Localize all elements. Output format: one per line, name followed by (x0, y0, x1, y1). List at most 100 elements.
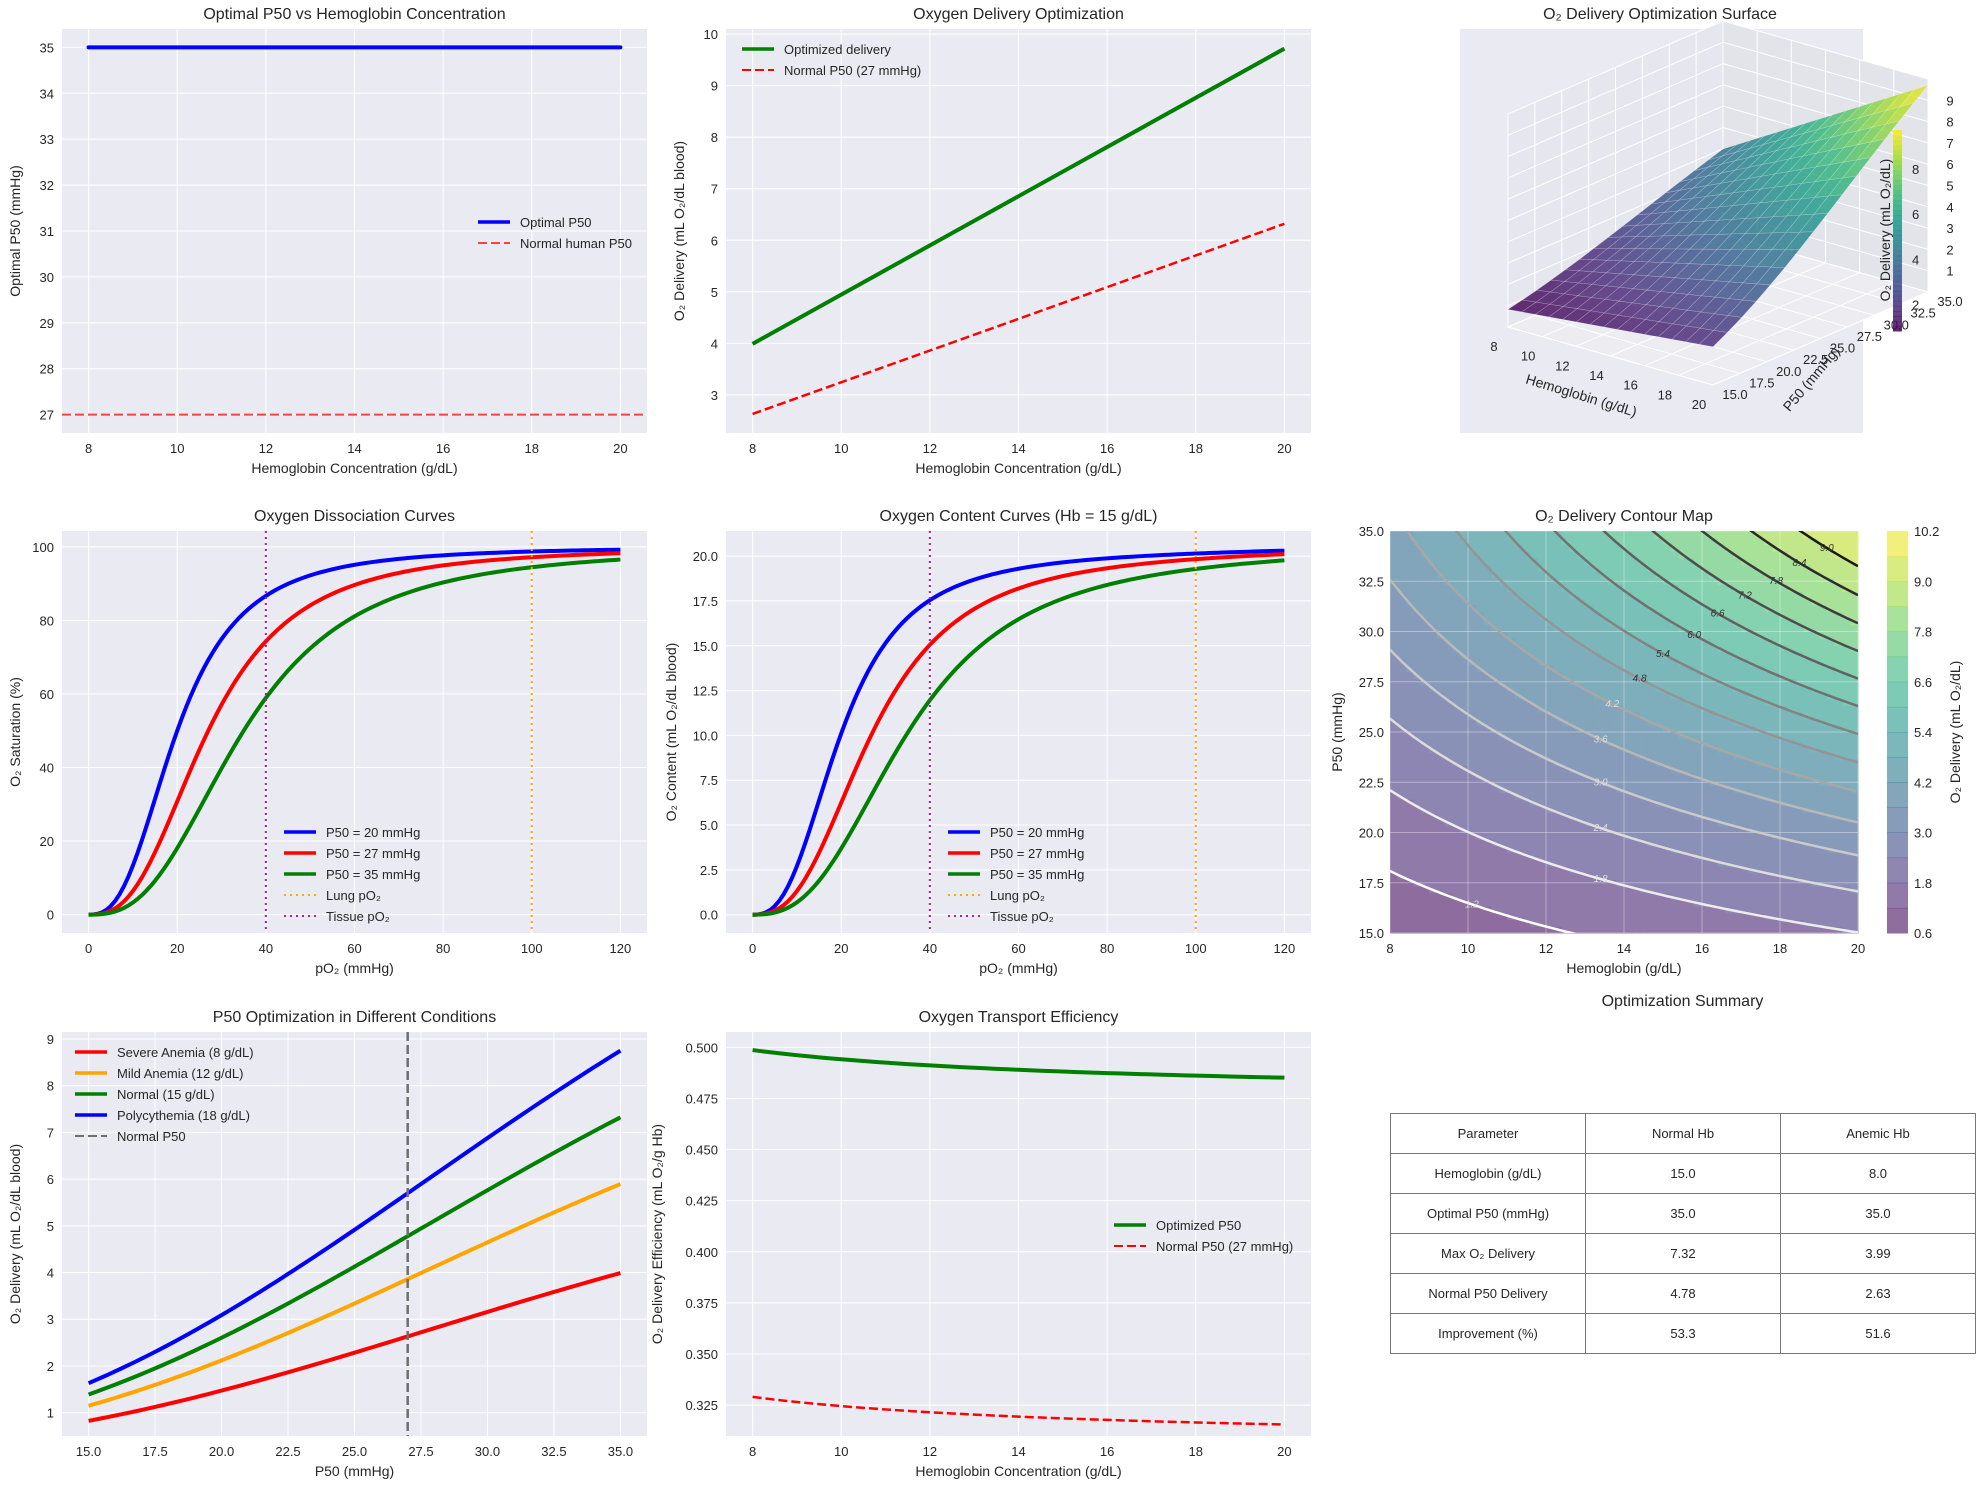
contour-cell (1725, 899, 1734, 907)
contour-cell (1686, 859, 1695, 867)
plot-marks (88, 531, 621, 933)
contour-cell (1709, 604, 1719, 612)
contour-cell (1390, 551, 1399, 559)
contour-cell (1538, 577, 1547, 586)
contour-cell (1670, 812, 1680, 820)
contour-cell (1819, 886, 1828, 894)
contour-cell (1647, 564, 1656, 572)
contour-cell (1811, 872, 1820, 880)
contour-cell (1561, 926, 1570, 934)
contour-cell (1460, 611, 1469, 619)
contour-cell (1522, 537, 1531, 545)
contour-cell (1795, 765, 1804, 773)
contour-cell (1787, 718, 1797, 726)
contour-cell (1655, 691, 1664, 700)
contour-cell (1725, 551, 1734, 559)
contour-cell (1702, 778, 1711, 787)
contour-cell (1709, 892, 1719, 901)
contour-cell (1483, 912, 1492, 921)
contour-cell (1678, 738, 1687, 746)
contour-cell (1553, 604, 1563, 612)
contour-cell (1764, 778, 1773, 787)
contour-line (1390, 578, 1858, 824)
contour-cell (1561, 745, 1570, 753)
contour-cell (1647, 819, 1656, 827)
contour-cell (1803, 631, 1812, 639)
contour-cell (1834, 732, 1843, 740)
contour-cell (1592, 598, 1602, 606)
contour-cell (1522, 711, 1531, 720)
contour-cell (1733, 544, 1742, 552)
contour-cell (1405, 926, 1414, 934)
contour-cell (1678, 886, 1687, 894)
contour-cell (1600, 611, 1609, 619)
contour-cell (1663, 564, 1672, 572)
contour-cell (1834, 705, 1843, 713)
contour-cell (1421, 872, 1430, 880)
contour-cell (1444, 658, 1453, 666)
contour-cell (1600, 665, 1609, 673)
y-axis-label: O₂ Delivery (mL O₂/dL blood) (7, 1144, 23, 1324)
contour-cell (1850, 879, 1859, 887)
contour-cell (1507, 591, 1516, 599)
contour-cell (1429, 711, 1438, 720)
contour-line (1390, 869, 1577, 933)
contour-cell (1405, 577, 1414, 586)
colorbar-segment (1893, 255, 1902, 262)
contour-cell (1694, 879, 1703, 887)
contour-cell (1819, 551, 1828, 559)
contour-cell (1616, 544, 1625, 552)
contour-cell (1780, 698, 1789, 706)
contour-cell (1436, 557, 1446, 566)
contour-cell (1678, 899, 1687, 907)
contour-cell (1413, 778, 1422, 787)
contour-cell (1686, 738, 1695, 746)
contour-cell (1780, 879, 1789, 887)
contour-cell (1577, 644, 1586, 653)
table-cell: Normal P50 Delivery (1390, 1273, 1586, 1314)
contour-cell (1819, 745, 1828, 753)
contour-cell (1850, 591, 1859, 599)
contour-cell (1577, 638, 1586, 646)
contour-cell (1600, 631, 1609, 639)
y-tick-label: 10 (704, 27, 718, 42)
contour-cell (1592, 852, 1602, 860)
contour-cell (1717, 852, 1726, 860)
contour-cell (1608, 852, 1617, 860)
contour-cell (1850, 899, 1859, 907)
contour-cell (1491, 772, 1500, 780)
contour-cell (1826, 886, 1836, 894)
contour-cell (1460, 691, 1469, 700)
contour-cell (1787, 531, 1797, 539)
contour-cell (1491, 792, 1500, 800)
contour-cell (1764, 571, 1773, 579)
contour-cell (1741, 631, 1750, 639)
contour-cell (1663, 785, 1672, 793)
contour-line (1602, 531, 1858, 680)
contour-cell (1483, 919, 1492, 927)
contour-cell (1663, 571, 1672, 579)
contour-cell (1631, 591, 1641, 599)
contour-cell (1553, 651, 1563, 659)
legend-label: Severe Anemia (8 g/dL) (117, 1045, 254, 1060)
contour-cell (1468, 745, 1477, 753)
contour-cell (1530, 792, 1539, 800)
contour-cell (1756, 551, 1765, 559)
contour-cell (1663, 758, 1672, 767)
contour-cell (1741, 919, 1750, 927)
plot-marks (752, 531, 1285, 933)
contour-cell (1787, 912, 1797, 921)
contour-cell (1436, 725, 1446, 733)
contour-cell (1811, 671, 1820, 679)
contour-cell (1475, 618, 1485, 626)
colorbar-segment (1893, 230, 1902, 237)
contour-cell (1413, 805, 1422, 813)
contour-cell (1639, 872, 1648, 880)
contour-cell (1725, 845, 1734, 854)
contour-cell (1795, 825, 1804, 834)
contour-cell (1460, 557, 1469, 566)
legend-label: Tissue pO₂ (990, 909, 1054, 924)
contour-cell (1787, 765, 1797, 773)
contour-cell (1764, 678, 1773, 686)
